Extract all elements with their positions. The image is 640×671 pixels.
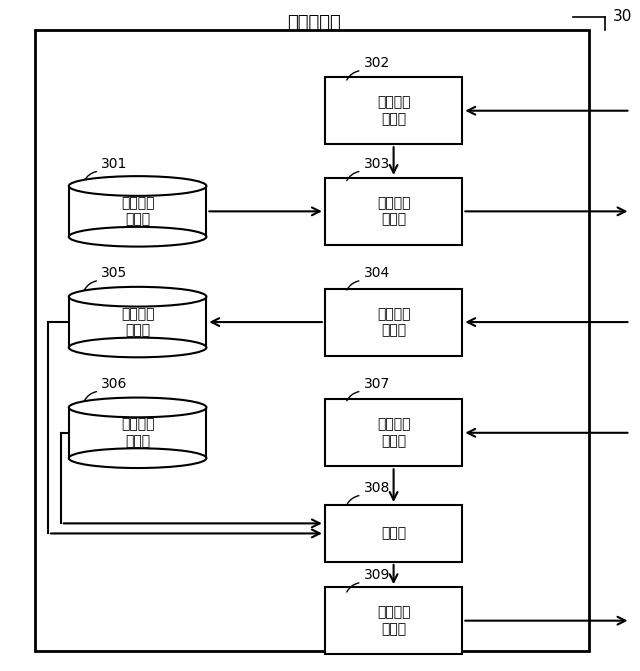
Text: 制御情報
記憶部: 制御情報 記憶部 <box>121 196 154 227</box>
Text: 検出情報
記憶部: 検出情報 記憶部 <box>121 307 154 338</box>
Text: 309: 309 <box>364 568 390 582</box>
Polygon shape <box>69 407 206 458</box>
Ellipse shape <box>69 448 206 468</box>
FancyBboxPatch shape <box>324 399 462 466</box>
Text: 302: 302 <box>364 56 390 70</box>
Text: 補正部: 補正部 <box>381 527 406 540</box>
Text: 起動情報
受信部: 起動情報 受信部 <box>377 95 410 126</box>
Text: サーバ装置: サーバ装置 <box>287 15 340 32</box>
Text: 出力要求
受信部: 出力要求 受信部 <box>377 417 410 448</box>
Polygon shape <box>69 186 206 237</box>
Text: 制御情報
送信部: 制御情報 送信部 <box>377 196 410 227</box>
Text: 304: 304 <box>364 266 390 280</box>
Text: 305: 305 <box>101 266 127 280</box>
Text: 補正情報
記憶部: 補正情報 記憶部 <box>121 417 154 448</box>
FancyBboxPatch shape <box>324 178 462 245</box>
Ellipse shape <box>69 176 206 196</box>
Ellipse shape <box>69 397 206 417</box>
FancyBboxPatch shape <box>324 505 462 562</box>
Ellipse shape <box>69 338 206 357</box>
Polygon shape <box>69 297 206 348</box>
Text: 303: 303 <box>364 157 390 171</box>
Ellipse shape <box>69 287 206 307</box>
FancyBboxPatch shape <box>324 289 462 356</box>
FancyBboxPatch shape <box>324 587 462 654</box>
Text: 検出情報
受信部: 検出情報 受信部 <box>377 307 410 338</box>
Text: 出力情報
送信部: 出力情報 送信部 <box>377 605 410 636</box>
Text: 308: 308 <box>364 481 390 495</box>
Text: 301: 301 <box>101 157 127 171</box>
Ellipse shape <box>69 227 206 246</box>
Text: 30: 30 <box>612 9 632 24</box>
Text: 307: 307 <box>364 377 390 391</box>
Text: 306: 306 <box>101 377 127 391</box>
FancyBboxPatch shape <box>324 77 462 144</box>
